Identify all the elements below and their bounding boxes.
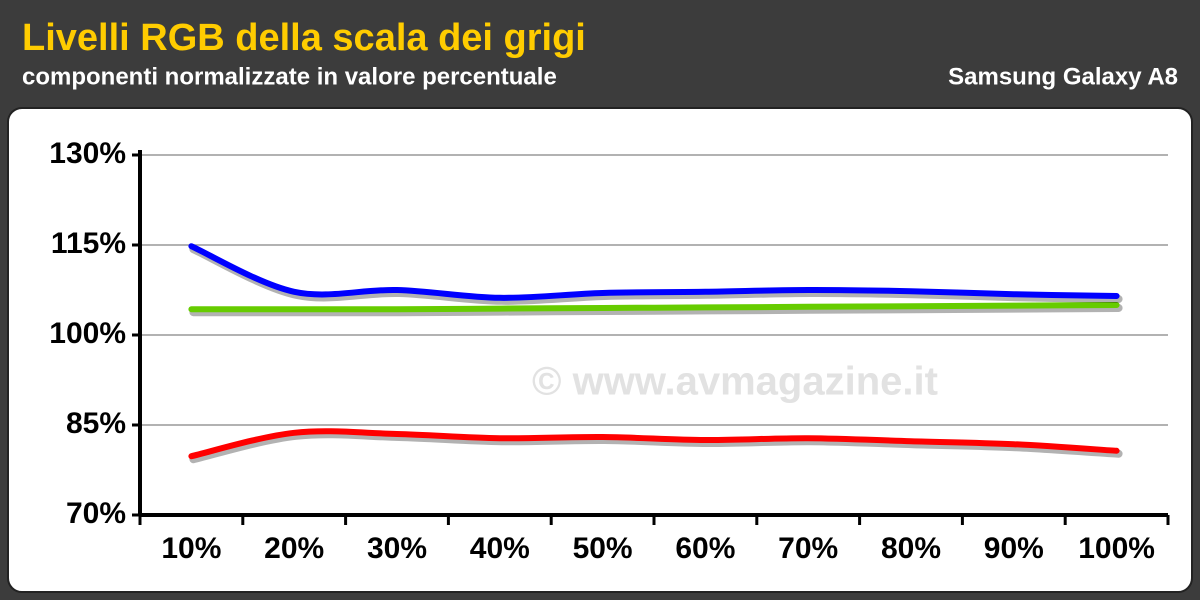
series-line <box>188 302 1120 313</box>
x-tick-label: 30% <box>367 532 427 565</box>
y-tick-label: 115% <box>51 227 126 260</box>
x-tick-label: 10% <box>161 532 221 565</box>
x-tick-label: 70% <box>778 532 838 565</box>
x-tick-label: 90% <box>984 532 1044 565</box>
device-name: Samsung Galaxy A8 <box>948 63 1178 90</box>
chart-title: Livelli RGB della scala dei grigi <box>22 17 586 59</box>
x-tick-label: 50% <box>573 532 633 565</box>
watermark: © www.avmagazine.it <box>532 360 938 404</box>
line-shadow <box>189 304 1123 317</box>
y-tick-label: 85% <box>66 407 126 440</box>
series-line <box>188 243 1120 301</box>
x-tick-label: 40% <box>470 532 530 565</box>
chart-subtitle: componenti normalizzate in valore percen… <box>22 63 557 90</box>
y-tick-label: 70% <box>66 497 126 530</box>
y-tick-label: 130% <box>49 137 126 170</box>
y-tick-label: 100% <box>49 317 126 350</box>
x-tick-label: 60% <box>675 532 735 565</box>
x-tick-label: 100% <box>1078 532 1155 565</box>
plot-panel <box>7 107 1193 593</box>
x-tick-label: 80% <box>881 532 941 565</box>
series-line <box>188 428 1120 460</box>
x-tick-label: 20% <box>264 532 324 565</box>
